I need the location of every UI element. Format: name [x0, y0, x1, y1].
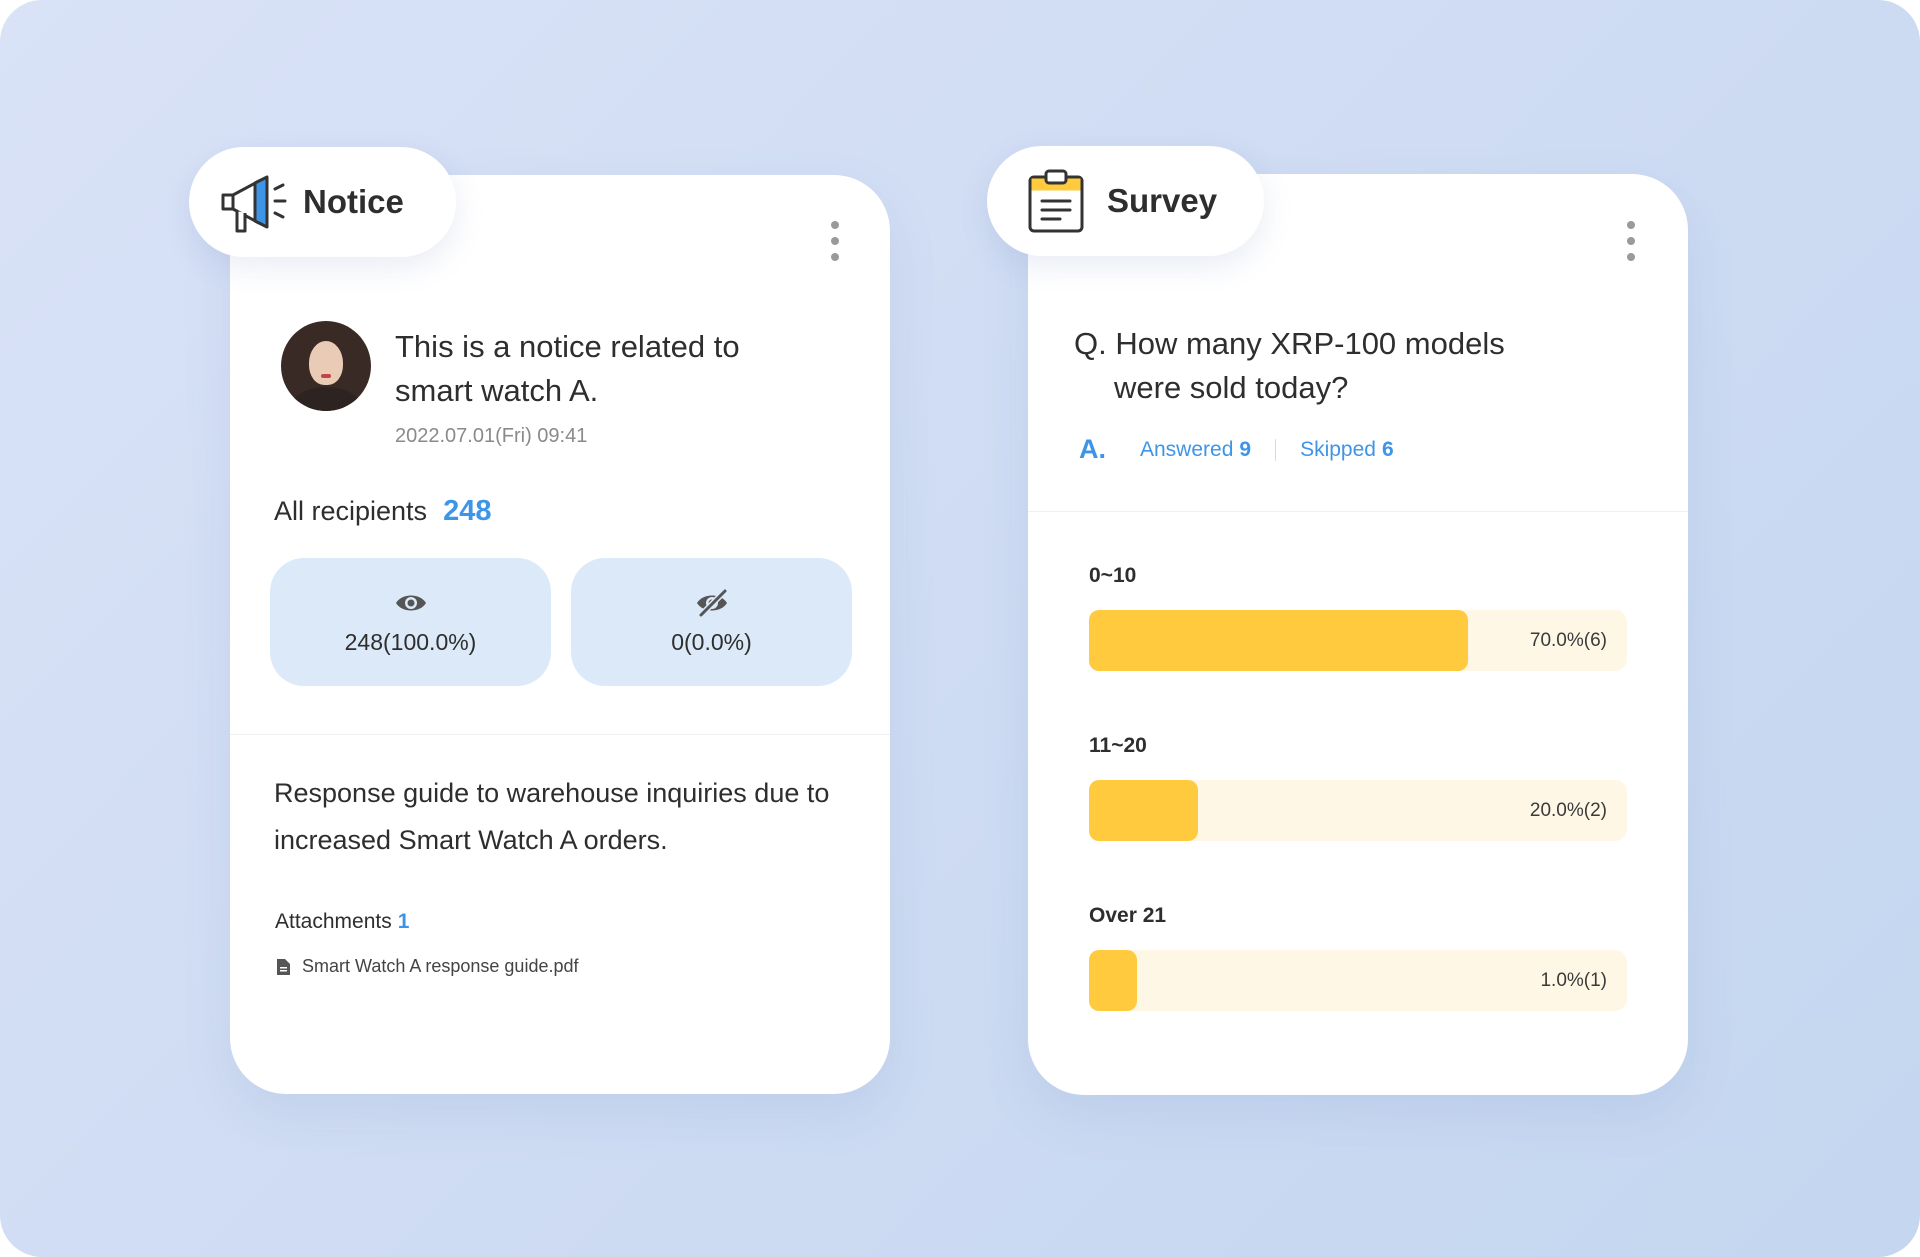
- answered-label: Answered: [1140, 437, 1234, 461]
- survey-badge-label: Survey: [1107, 182, 1218, 219]
- answered-count: 9: [1239, 437, 1252, 461]
- option-label: 0~10: [1089, 564, 1137, 587]
- survey-card: Q. How many XRP-100 models were sold tod…: [1028, 174, 1688, 1095]
- option-bar-track: 1.0%(1): [1089, 950, 1627, 1011]
- unread-stat-value: 0(0.0%): [671, 628, 752, 655]
- notice-badge-label: Notice: [303, 183, 404, 220]
- eye-off-icon: [696, 588, 727, 617]
- survey-question: Q. How many XRP-100 models were sold tod…: [1074, 322, 1554, 410]
- survey-badge: Survey: [987, 146, 1264, 256]
- unread-stat-box[interactable]: 0(0.0%): [571, 558, 852, 686]
- attachments-label: Attachments: [275, 910, 392, 933]
- notice-more-icon[interactable]: [825, 221, 845, 261]
- attachment-filename: Smart Watch A response guide.pdf: [302, 956, 579, 976]
- author-avatar: [281, 321, 371, 411]
- notice-body: Response guide to warehouse inquiries du…: [274, 778, 830, 855]
- notice-badge: Notice: [189, 147, 456, 257]
- option-bar-track: 20.0%(2): [1089, 780, 1627, 841]
- notice-card: This is a notice related to smart watch …: [230, 175, 890, 1094]
- survey-divider: [1028, 511, 1688, 512]
- option-label: Over 21: [1089, 904, 1167, 927]
- survey-question-line1: Q. How many XRP-100 models: [1074, 326, 1505, 361]
- read-stat-value: 248(100.0%): [344, 628, 477, 655]
- attachments-header: Attachments 1: [275, 910, 409, 934]
- skipped-count: 6: [1381, 437, 1394, 461]
- recipients-summary: All recipients 248: [274, 495, 491, 528]
- option-bar-track: 70.0%(6): [1089, 610, 1627, 671]
- option-result: 70.0%(6): [1529, 630, 1607, 651]
- file-icon: [277, 958, 290, 975]
- option-bar-fill: [1089, 950, 1137, 1011]
- answered-filter[interactable]: Answered 9: [1140, 438, 1251, 462]
- survey-more-icon[interactable]: [1621, 221, 1641, 261]
- option-bar-fill: [1089, 610, 1468, 671]
- attachment-item[interactable]: Smart Watch A response guide.pdf: [277, 956, 579, 977]
- skipped-filter[interactable]: Skipped 6: [1300, 438, 1394, 462]
- notice-date: 2022.07.01(Fri) 09:41: [395, 425, 588, 447]
- option-result: 20.0%(2): [1529, 800, 1607, 821]
- summary-separator: [1275, 438, 1277, 461]
- recipients-label: All recipients: [274, 496, 428, 526]
- answer-mark: A.: [1079, 434, 1106, 464]
- recipients-count: 248: [443, 495, 492, 527]
- eye-icon: [395, 595, 426, 610]
- survey-question-line2: were sold today?: [1114, 370, 1349, 405]
- clipboard-icon: [1028, 169, 1084, 233]
- read-stat-box[interactable]: 248(100.0%): [270, 558, 551, 686]
- option-result: 1.0%(1): [1540, 970, 1607, 991]
- megaphone-icon: [221, 175, 287, 233]
- notice-divider: [230, 734, 890, 735]
- skipped-label: Skipped: [1300, 437, 1376, 461]
- survey-response-summary: A. Answered 9 Skipped 6: [1079, 434, 1394, 465]
- option-bar-fill: [1089, 780, 1198, 841]
- notice-title: This is a notice related to smart watch …: [395, 329, 740, 408]
- option-label: 11~20: [1089, 734, 1147, 757]
- attachments-count: 1: [397, 910, 410, 933]
